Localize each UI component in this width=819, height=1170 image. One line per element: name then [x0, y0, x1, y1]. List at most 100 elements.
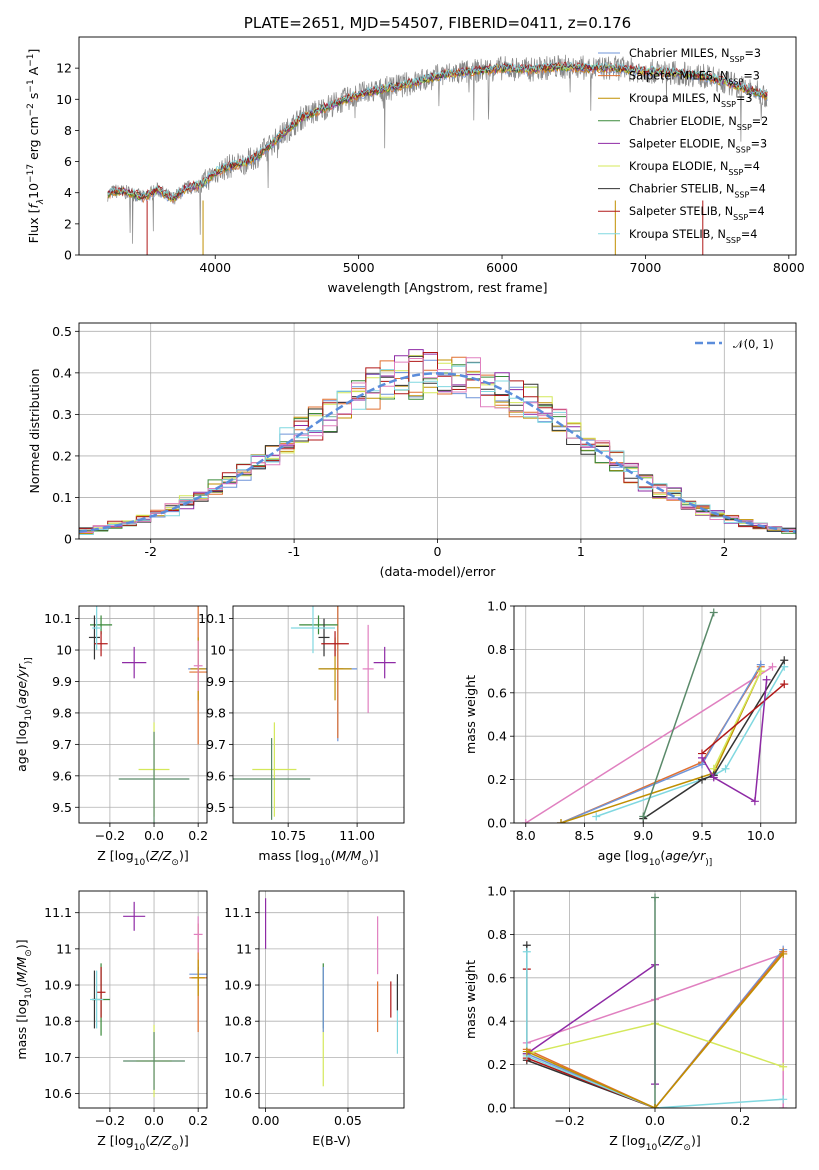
x-tick-label: -1: [288, 544, 300, 559]
legend-subscript: SSP: [721, 100, 736, 109]
legend-subscript: SSP: [729, 55, 744, 64]
spectrum-plot-area: [107, 54, 768, 255]
label-part: )]: [691, 1133, 701, 1148]
mass-weight-marker: [709, 608, 718, 617]
mass-weight-marker: [698, 775, 706, 784]
legend-n-value: 4: [750, 228, 757, 241]
x-tick-label: 8000: [773, 260, 805, 275]
residual_hist-axes: -2 -1 0 1 2 0 0.1 0.2 0.3 0.4 0.5 (data-model)/erro…: [27, 322, 797, 579]
legend-equals: =: [743, 70, 752, 83]
x-tick-label: −0.2: [554, 1113, 584, 1128]
legend-equals: =: [743, 160, 752, 173]
x-tick-label: 10.75: [270, 828, 306, 843]
x-tick-label: 11.00: [339, 828, 375, 843]
y-tick-label: 6: [64, 154, 72, 169]
x-axis-label: Z [log10(Z/Z⊙)]: [97, 848, 188, 868]
mass-weight-line: [526, 951, 784, 1108]
mass-weight-line: [526, 949, 784, 1108]
y-tick-label: 0.0: [487, 816, 507, 831]
legend-subscript: SSP: [728, 77, 743, 86]
axes-frame: [513, 605, 797, 824]
label-part: Z/Z: [149, 1133, 172, 1148]
mass-weight-marker: [522, 947, 531, 956]
mass_vs_Z-plot-area: [90, 901, 207, 1098]
y-tick-label: 0.4: [52, 365, 72, 380]
label-part: mass [log: [14, 999, 29, 1060]
mass-weight-marker: [698, 753, 706, 762]
label-part: )]: [179, 1133, 189, 1148]
y-tick-label: 10.8: [44, 1014, 72, 1029]
label-part: (: [14, 704, 29, 709]
legend-series-name: Chabrier STELIB: [629, 183, 719, 196]
label-part: −1: [26, 79, 36, 92]
label-part: )]: [24, 657, 34, 664]
y-tick-label: 0: [64, 248, 72, 263]
legend-separator: , N: [713, 70, 728, 83]
label-part: 10: [319, 858, 331, 868]
y-tick-label: 10: [210, 643, 226, 658]
label-part: M/M: [336, 848, 362, 863]
mass-weight-marker: [651, 893, 659, 902]
mass-weight-marker: [756, 667, 765, 676]
y-tick-label: 10: [56, 92, 72, 107]
x-tick-label: -2: [144, 544, 156, 559]
label-part: −2: [26, 103, 36, 116]
y-tick-label: 9.7: [206, 737, 226, 752]
y-axis-label: Normed distribution: [27, 369, 42, 494]
axes-frame: [78, 322, 797, 540]
label-part: age/yr: [14, 663, 29, 704]
x-tick-label: 4000: [199, 260, 231, 275]
y-axis-label: mass weight: [463, 960, 478, 1039]
y-axis-label: mass [log10(M/M⊙)]: [14, 939, 34, 1059]
x-tick-label: 0.0: [144, 828, 164, 843]
legend-series-name: Chabrier MILES: [629, 47, 714, 60]
y-tick-label: 1.0: [487, 599, 507, 614]
mass-weight-marker: [780, 680, 789, 689]
legend: 𝒩(0, 1): [695, 338, 774, 351]
label-part: (: [657, 1133, 662, 1148]
label-part: ⊙: [361, 858, 369, 868]
x-axis-label: (data-model)/error: [380, 564, 497, 579]
legend-separator: , N: [706, 92, 721, 105]
y-tick-label: 0.2: [487, 772, 507, 787]
legend-n-value: 3: [753, 70, 760, 83]
label-part: erg cm: [26, 116, 41, 164]
label-part: λ: [36, 199, 46, 205]
mass-weight-line: [560, 664, 762, 823]
y-tick-label: 11.1: [44, 905, 72, 920]
legend-equals: =: [744, 47, 753, 60]
axes-frame: [78, 36, 797, 256]
x-tick-label: 9.0: [633, 828, 653, 843]
mass-weight-marker: [721, 764, 730, 773]
y-tick-label: 10.6: [224, 1086, 252, 1101]
y-tick-label: 9.9: [52, 674, 72, 689]
label-part: 10: [26, 183, 41, 199]
label-part: Flux [: [26, 209, 41, 244]
legend-separator: , N: [720, 137, 735, 150]
label-part: ⊙: [683, 1143, 691, 1153]
axes-frame: [258, 890, 405, 1109]
x-tick-label: 0.2: [188, 828, 208, 843]
x-tick-label: −0.2: [95, 1113, 125, 1128]
legend-n-value: 4: [759, 183, 766, 196]
spectrum-data-line: [107, 54, 768, 244]
x-tick-label: −0.2: [95, 828, 125, 843]
y-axis-label: mass weight: [463, 675, 478, 754]
x-tick-label: 9.5: [692, 828, 712, 843]
y-tick-label: 9.6: [52, 768, 72, 783]
y-tick-label: 10.7: [224, 1050, 252, 1065]
legend-label: Kroupa STELIB, NSSP=4: [629, 228, 757, 245]
y-tick-label: 0.3: [52, 407, 72, 422]
legend-equals: =: [752, 115, 761, 128]
legend-series-name: Kroupa STELIB: [629, 228, 710, 241]
y-tick-label: 9.6: [206, 768, 226, 783]
y-tick-label: 10.1: [198, 611, 226, 626]
legend-subscript: SSP: [733, 213, 748, 222]
y-tick-label: 10.7: [44, 1050, 72, 1065]
legend-label: 𝒩(0, 1): [733, 338, 774, 351]
x-axis-label: age [log10(age/yr)]: [598, 848, 713, 868]
label-part: Z/Z: [661, 1133, 684, 1148]
legend-n-value: 3: [754, 47, 761, 60]
